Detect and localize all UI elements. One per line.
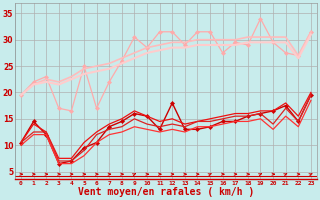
X-axis label: Vent moyen/en rafales ( km/h ): Vent moyen/en rafales ( km/h )	[78, 187, 254, 197]
